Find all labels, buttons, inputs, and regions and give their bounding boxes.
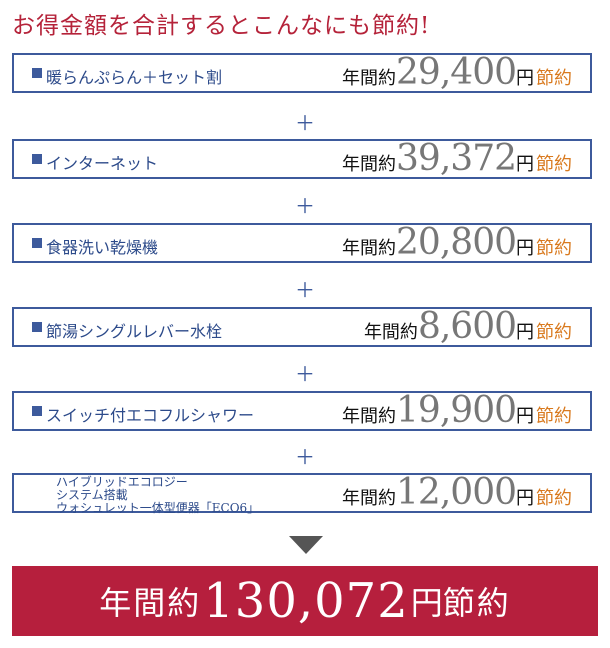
saving-suffix: 節約 bbox=[536, 406, 572, 427]
item-amount: 年間約 39,372 円 節約 bbox=[342, 137, 572, 181]
saving-suffix: 節約 bbox=[536, 154, 572, 175]
amount-prefix: 年間約 bbox=[363, 322, 418, 343]
amount-value: 20,800 bbox=[396, 222, 517, 263]
square-bullet-icon bbox=[32, 238, 42, 248]
total-amount: 130,072 bbox=[203, 573, 409, 629]
saving-item-dishwasher: 食器洗い乾燥機 年間約 20,800 円 節約 bbox=[12, 221, 592, 265]
item-label: 食器洗い乾燥機 bbox=[46, 238, 159, 257]
yen-unit: 円 bbox=[516, 488, 534, 509]
plus-sign: ＋ bbox=[295, 111, 315, 135]
saving-suffix: 節約 bbox=[536, 488, 572, 509]
yen-unit: 円 bbox=[516, 238, 534, 259]
plus-sign: ＋ bbox=[295, 194, 315, 218]
amount-prefix: 年間約 bbox=[342, 488, 397, 509]
item-amount: 年間約 20,800 円 節約 bbox=[342, 221, 572, 265]
item-amount: 年間約 29,400 円 節約 bbox=[342, 51, 572, 95]
total-yen-unit: 円 bbox=[410, 584, 443, 622]
amount-value: 8,600 bbox=[417, 306, 517, 347]
square-bullet-icon bbox=[32, 68, 42, 78]
plus-sign: ＋ bbox=[295, 278, 315, 302]
item-label: ハイブリッドエコロジー システム搭載 ウォシュレット一体型便器「ECO6」 bbox=[56, 476, 259, 515]
amount-prefix: 年間約 bbox=[342, 406, 397, 427]
item-label: スイッチ付エコフルシャワー bbox=[46, 406, 255, 425]
amount-prefix: 年間約 bbox=[342, 154, 397, 175]
saving-item-faucet: 節湯シングルレバー水栓 年間約 8,600 円 節約 bbox=[12, 305, 592, 349]
saving-item-toilet: ハイブリッドエコロジー システム搭載 ウォシュレット一体型便器「ECO6」 年間… bbox=[12, 471, 592, 515]
saving-suffix: 節約 bbox=[536, 238, 572, 259]
item-label: 暖らんぷらん＋セット割 bbox=[46, 68, 223, 87]
plus-sign: ＋ bbox=[295, 445, 315, 469]
saving-item-internet: インターネット 年間約 39,372 円 節約 bbox=[12, 137, 592, 181]
saving-item-shower: スイッチ付エコフルシャワー 年間約 19,900 円 節約 bbox=[12, 389, 592, 433]
item-label: 節湯シングルレバー水栓 bbox=[46, 322, 223, 341]
item-amount: 年間約 8,600 円 節約 bbox=[364, 305, 572, 349]
plus-sign: ＋ bbox=[295, 362, 315, 386]
yen-unit: 円 bbox=[516, 154, 534, 175]
down-arrow-icon bbox=[289, 536, 323, 554]
saving-suffix: 節約 bbox=[536, 68, 572, 89]
saving-item-danranpuran: 暖らんぷらん＋セット割 年間約 29,400 円 節約 bbox=[12, 51, 592, 95]
saving-suffix: 節約 bbox=[536, 322, 572, 343]
item-label-line: ウォシュレット一体型便器「ECO6」 bbox=[56, 501, 260, 515]
item-amount: 年間約 19,900 円 節約 bbox=[342, 389, 572, 433]
page-title: お得金額を合計するとこんなにも節約! bbox=[12, 13, 431, 39]
amount-prefix: 年間約 bbox=[342, 68, 397, 89]
yen-unit: 円 bbox=[516, 406, 534, 427]
amount-value: 29,400 bbox=[396, 52, 517, 93]
item-label-line: システム搭載 bbox=[56, 488, 128, 502]
yen-unit: 円 bbox=[516, 68, 534, 89]
total-prefix: 年間約 bbox=[99, 584, 202, 622]
amount-value: 12,000 bbox=[396, 472, 517, 513]
item-label: インターネット bbox=[46, 154, 159, 173]
amount-value: 39,372 bbox=[396, 138, 517, 179]
amount-value: 19,900 bbox=[396, 390, 517, 431]
total-suffix: 節約 bbox=[442, 584, 511, 622]
item-amount: 年間約 12,000 円 節約 bbox=[342, 471, 572, 515]
yen-unit: 円 bbox=[516, 322, 534, 343]
item-label-line: ハイブリッドエコロジー bbox=[56, 475, 188, 489]
square-bullet-icon bbox=[32, 322, 42, 332]
total-banner: 年間約 130,072 円 節約 bbox=[12, 566, 598, 636]
square-bullet-icon bbox=[32, 406, 42, 416]
square-bullet-icon bbox=[32, 154, 42, 164]
amount-prefix: 年間約 bbox=[342, 238, 397, 259]
